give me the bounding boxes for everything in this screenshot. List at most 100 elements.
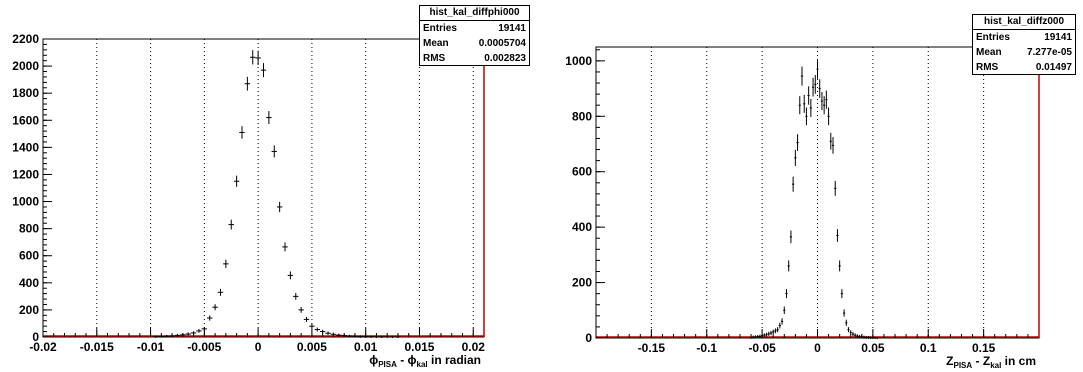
x-axis-title-part: ϕ xyxy=(369,353,378,367)
data-point xyxy=(825,91,827,109)
data-point xyxy=(823,96,825,114)
y-tick-label: 800 xyxy=(572,109,592,123)
y-tick-label: 400 xyxy=(572,220,592,234)
data-point xyxy=(843,309,845,316)
stats-entries-row: Entries 19141 xyxy=(973,30,1075,45)
data-point xyxy=(255,51,260,65)
x-tick-label: -0.05 xyxy=(748,341,776,355)
x-tick-label: 0 xyxy=(255,340,262,354)
x-axis-title-subscript: kal xyxy=(417,360,428,369)
data-point xyxy=(781,318,783,324)
stats-rms-label: RMS xyxy=(976,60,998,75)
y-tick-label: 1000 xyxy=(12,195,39,209)
data-point xyxy=(223,260,228,268)
x-axis-title-part: in cm xyxy=(1001,354,1036,368)
data-point xyxy=(315,328,320,332)
stats-rms-row: RMS 0.01497 xyxy=(973,60,1075,75)
data-point xyxy=(282,242,287,251)
x-tick-label: -0.01 xyxy=(137,340,165,354)
y-tick-label: 600 xyxy=(572,165,592,179)
data-point xyxy=(850,330,852,334)
x-axis: -0.02 -0.015 -0.01 -0.005 0 0.005 0.01 0.015 0.0… xyxy=(29,328,485,354)
y-tick-label: 2200 xyxy=(12,32,39,46)
x-tick-label: -0.1 xyxy=(696,341,717,355)
data-point xyxy=(847,327,849,332)
data-point xyxy=(796,134,798,151)
data-points xyxy=(153,50,400,338)
x-tick-label: 0.005 xyxy=(297,340,327,354)
x-axis-title-part: Z xyxy=(983,354,990,368)
chart-panel-phi: -0.02 -0.015 -0.01 -0.005 0 0.005 0.01 0.015 0.0… xyxy=(12,32,485,369)
data-point xyxy=(325,331,330,334)
data-point xyxy=(218,289,223,296)
x-axis: -0.15 -0.1 -0.05 0 0.05 0.1 0.15 xyxy=(596,329,1028,355)
x-axis-title-part: - xyxy=(397,353,408,367)
y-tick-label: 1200 xyxy=(12,167,39,181)
data-point xyxy=(304,317,309,322)
stats-title: hist_kal_diffz000 xyxy=(973,15,1075,30)
y-tick-label: 1000 xyxy=(565,54,592,68)
stats-mean-label: Mean xyxy=(976,45,1002,60)
data-point xyxy=(783,307,785,315)
y-tick-label: 0 xyxy=(32,330,39,344)
data-point xyxy=(250,50,255,64)
stats-box-right: hist_kal_diffz000 Entries 19141 Mean 7.277… xyxy=(972,14,1076,75)
y-tick-label: 1600 xyxy=(12,113,39,127)
data-point xyxy=(812,78,814,97)
stats-box-left: hist_kal_diffphi000 Entries 19141 Mean 0.0… xyxy=(419,5,530,66)
y-tick-label: 1400 xyxy=(12,140,39,154)
data-point xyxy=(266,111,271,124)
stats-rms-value: 0.002823 xyxy=(484,51,526,66)
x-tick-label: 0 xyxy=(814,341,821,355)
data-point xyxy=(245,77,250,91)
y-tick-label: 200 xyxy=(19,303,39,317)
data-point xyxy=(288,271,293,279)
x-axis-title-part: Z xyxy=(946,354,953,368)
data-point xyxy=(841,289,843,298)
x-axis-title-part: in radian xyxy=(428,353,481,367)
data-point xyxy=(212,304,217,310)
data-point xyxy=(805,107,807,125)
data-point xyxy=(207,315,212,320)
y-tick-label: 600 xyxy=(19,249,39,263)
data-point xyxy=(772,330,774,335)
x-tick-label: 0.015 xyxy=(404,340,434,354)
data-point xyxy=(827,107,829,125)
data-point xyxy=(191,331,196,334)
data-point xyxy=(785,289,787,298)
y-tick-label: 0 xyxy=(585,331,592,345)
data-point xyxy=(801,67,803,86)
stats-entries-value: 19141 xyxy=(498,21,526,36)
data-point xyxy=(293,293,298,300)
data-point xyxy=(768,332,770,336)
stats-mean-row: Mean 0.0005704 xyxy=(420,36,529,51)
data-point xyxy=(803,95,805,113)
chart-panel-z: -0.15 -0.1 -0.05 0 0.05 0.1 0.15 0 200 400 600 800 1… xyxy=(565,47,1039,370)
stats-entries-label: Entries xyxy=(423,21,457,36)
x-tick-label: 0.1 xyxy=(920,341,937,355)
stats-rms-row: RMS 0.002823 xyxy=(420,51,529,66)
data-point xyxy=(777,327,779,332)
data-point xyxy=(794,150,796,166)
data-point xyxy=(779,323,781,329)
x-tick-label: -0.005 xyxy=(187,340,221,354)
x-axis-title-subscript: kal xyxy=(990,361,1001,370)
data-point xyxy=(320,330,325,334)
data-point xyxy=(799,96,801,114)
data-point xyxy=(821,92,823,110)
x-tick-label: 0.01 xyxy=(354,340,378,354)
data-point xyxy=(814,75,816,94)
x-axis-title: ϕPISA - ϕkal in radian xyxy=(369,353,481,369)
stats-mean-value: 7.277e-05 xyxy=(1027,45,1072,60)
data-point xyxy=(196,329,201,333)
data-point xyxy=(836,229,838,242)
x-axis-title-part: - xyxy=(972,354,983,368)
data-points xyxy=(750,60,878,339)
x-axis-title-part: ϕ xyxy=(408,353,417,367)
data-point xyxy=(770,331,772,335)
data-point xyxy=(819,79,821,98)
data-point xyxy=(229,220,234,230)
y-axis: 0 200 400 600 800 1000 1200 1400 1600 1800 2000 220… xyxy=(12,32,52,344)
stats-entries-row: Entries 19141 xyxy=(420,21,529,36)
